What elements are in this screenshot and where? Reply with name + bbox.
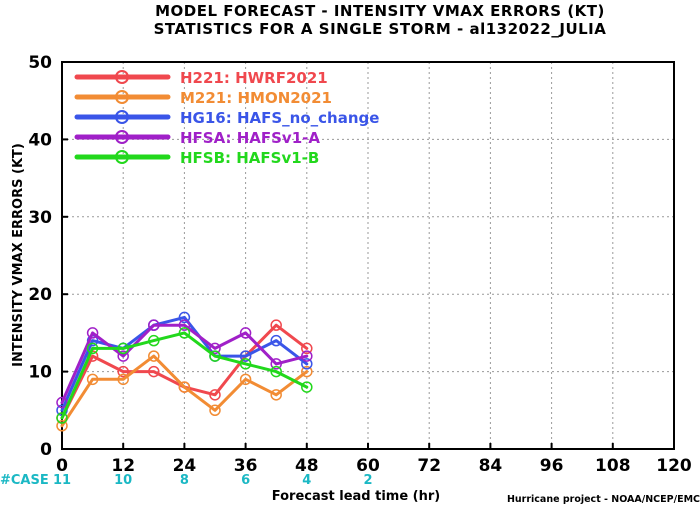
series-point [86, 342, 99, 355]
y-tick-label: 50 [28, 53, 52, 73]
legend-marker [115, 130, 129, 144]
series-lines [56, 311, 313, 432]
series-point [178, 311, 191, 324]
series-point [301, 381, 313, 393]
y-tick-label: 10 [28, 363, 52, 383]
x-tick-label: 12 [111, 456, 135, 476]
legend-label: HG16: HAFS_no_change [180, 109, 379, 127]
series-point [301, 342, 313, 355]
series-line [60, 354, 309, 428]
y-tick-label: 20 [28, 285, 52, 305]
series-point [270, 365, 282, 378]
x-tick-label: 120 [656, 456, 692, 476]
x-tick-label: 60 [356, 456, 380, 476]
series-point [270, 334, 282, 347]
x-tick-label: 72 [417, 456, 441, 476]
chart-subtitle: STATISTICS FOR A SINGLE STORM - al132022… [154, 20, 607, 38]
chart-title: MODEL FORECAST - INTENSITY VMAX ERRORS (… [155, 2, 605, 20]
series-point [56, 396, 68, 409]
series-point [301, 365, 313, 378]
series-point [178, 381, 191, 393]
series-point [239, 373, 252, 386]
series-point [209, 350, 221, 362]
series-point [209, 389, 221, 401]
legend: H221: HWRF2021 M221: HMON2021 HG16: HAFS_n… [74, 69, 379, 167]
legend-label: HFSA: HAFSv1-A [180, 129, 320, 147]
series-point [239, 350, 252, 362]
credit-text: Hurricane project - NOAA/NCEP/EMC [507, 494, 700, 505]
legend-label: HFSB: HAFSv1-B [180, 149, 319, 167]
series-point [148, 350, 160, 362]
legend-marker [115, 150, 129, 164]
series-point [86, 327, 99, 339]
series-point [209, 342, 221, 355]
x-tick-label: 84 [479, 456, 503, 476]
case-count: 6 [241, 473, 250, 488]
x-tick-label: 36 [234, 456, 258, 476]
case-counts: #CASE 11 10 8 6 4 2 [0, 473, 373, 488]
y-tick-label: 30 [28, 208, 52, 228]
y-axis-label: INTENSITY VMAX ERRORS (KT) [11, 143, 26, 367]
series-point [148, 334, 160, 347]
case-count: 10 [114, 473, 132, 488]
series-point [239, 358, 252, 370]
case-count: 4 [302, 473, 311, 488]
legend-label: M221: HMON2021 [180, 89, 332, 107]
series-point [117, 342, 129, 355]
series-point [117, 373, 129, 386]
series-point [86, 373, 99, 386]
case-count: 11 [53, 473, 71, 488]
x-tick-label: 96 [540, 456, 564, 476]
series-point [148, 365, 160, 378]
series-point [301, 358, 313, 370]
case-count: 2 [363, 473, 372, 488]
series-point [148, 319, 160, 331]
series-point [56, 412, 68, 424]
series-point [117, 350, 129, 362]
series-line [60, 315, 309, 412]
x-axis-label: Forecast lead time (hr) [272, 489, 440, 504]
series-point [178, 327, 191, 339]
axis-ticks: 0 12 24 36 48 60 72 84 96 108 120 0 10 20 30 40 50 [28, 53, 692, 476]
legend-label: H221: HWRF2021 [180, 69, 328, 87]
series-point [209, 404, 221, 417]
series-point [56, 420, 68, 432]
series-point [117, 365, 129, 378]
case-label: #CASE [0, 473, 49, 488]
series-point [178, 319, 191, 331]
x-tick-label: 24 [173, 456, 197, 476]
series-line [60, 331, 309, 420]
series-point [270, 389, 282, 401]
legend-marker [115, 110, 129, 124]
series-point [239, 327, 252, 339]
series-point [270, 319, 282, 331]
y-tick-label: 0 [40, 440, 52, 460]
legend-marker [115, 90, 129, 104]
series-point [301, 350, 313, 362]
x-tick-label: 0 [56, 456, 68, 476]
y-tick-label: 40 [28, 130, 52, 150]
x-tick-label: 108 [595, 456, 631, 476]
series-line [60, 323, 309, 405]
legend-marker [115, 70, 129, 84]
case-count: 8 [180, 473, 189, 488]
series-point [270, 358, 282, 370]
x-tick-label: 48 [295, 456, 319, 476]
